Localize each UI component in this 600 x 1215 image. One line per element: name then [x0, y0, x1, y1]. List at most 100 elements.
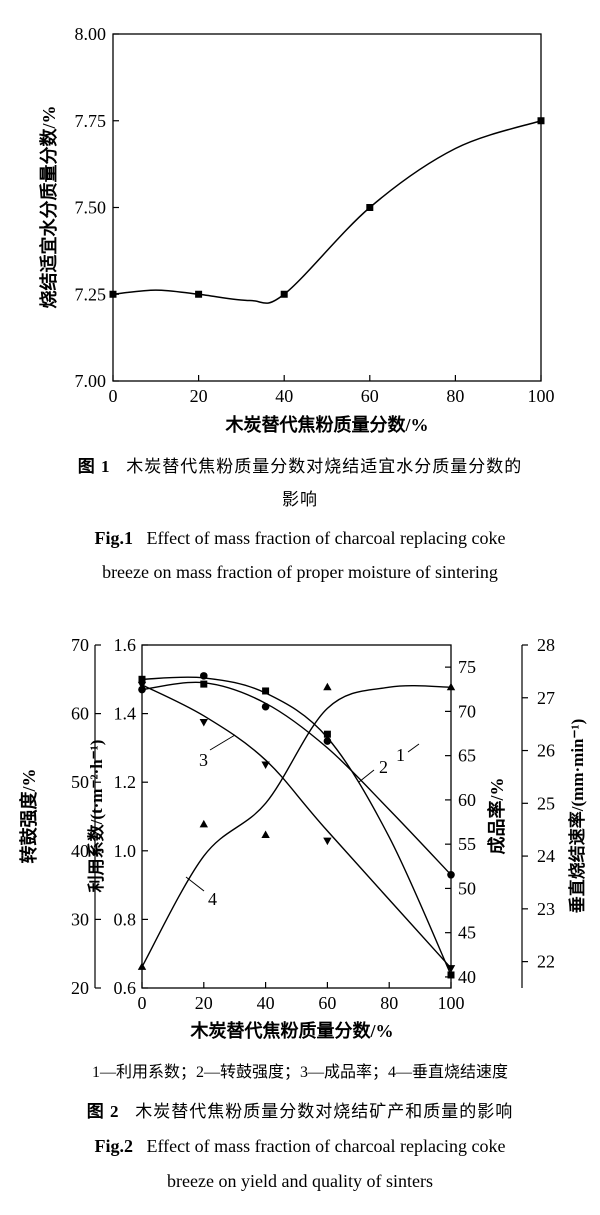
fig1-x-tick-label: 20: [190, 386, 208, 406]
fig2-caption-en-line1: Effect of mass fraction of charcoal repl…: [146, 1136, 506, 1156]
fig1-data-point: [537, 117, 545, 125]
figure-2-chart: 0 20 40 60 80 100 木炭替代焦粉质量分数/% 20 30 40 50 60 70 转鼓强度…: [18, 635, 587, 1041]
fig1-y-axis-label: 烧结适宜水分质量分数/%: [38, 106, 59, 309]
fig1-y-tick-label: 7.75: [75, 111, 107, 131]
fig2-axis-drum-tick-label: 40: [71, 841, 89, 861]
fig1-y-tick-label: 7.25: [75, 284, 107, 304]
fig2-axis-yield-tick-label: 75: [458, 657, 476, 677]
fig1-series-line: [112, 120, 542, 304]
fig2-x-tick-label: 20: [195, 993, 213, 1013]
fig2-caption-en-line2: breeze on yield and quality of sinters: [167, 1171, 433, 1191]
fig2-curve-label-leader: [209, 734, 236, 751]
fig2-series-4-point: [137, 962, 147, 970]
fig1-plot-frame: [112, 33, 542, 382]
fig2-curve-label: 3: [199, 750, 208, 770]
fig1-data-point: [280, 290, 288, 298]
fig2-curve-label-leader: [185, 876, 205, 892]
fig2-axis-drum-tick-label: 70: [71, 635, 89, 655]
fig1-x-tick-label: 40: [275, 386, 293, 406]
fig2-axis-util-label: 利用系数/(t·m⁻²·h⁻¹): [86, 740, 106, 893]
fig1-caption-zh: 图 1 木炭替代焦粉质量分数对烧结适宜水分质量分数的: [0, 452, 600, 477]
fig2-x-axis-label: 木炭替代焦粉质量分数/%: [190, 1020, 394, 1041]
fig2-x-tick-label: 40: [257, 993, 275, 1013]
fig2-axis-yield-tick-label: 55: [458, 834, 476, 854]
fig2-axis-util-tick-label: 0.8: [114, 909, 137, 929]
fig2-axis-speed-tick-label: 24: [537, 846, 555, 866]
fig2-curve-label: 4: [208, 889, 217, 909]
fig2-series-3-point: [199, 719, 208, 727]
fig1-data-point: [109, 290, 117, 298]
fig2-curve-label-leader: [358, 769, 375, 783]
fig2-series-2-point: [138, 675, 146, 683]
fig2-caption-zh-label: 图 2: [86, 1102, 120, 1121]
fig2-caption-en-label: Fig.2: [94, 1136, 134, 1156]
fig2-caption-zh: 图 2 木炭替代焦粉质量分数对烧结矿产和质量的影响: [0, 1097, 600, 1122]
fig2-series-3-point: [446, 965, 456, 973]
fig1-caption-zh-line1: 木炭替代焦粉质量分数对烧结适宜水分质量分数的: [126, 457, 523, 476]
fig2-axis-speed-tick-label: 23: [537, 899, 555, 919]
fig2-plot-frame: [141, 644, 452, 989]
fig2-curve-label: 2: [379, 757, 388, 777]
fig2-axis-yield-tick-label: 65: [458, 746, 476, 766]
fig2-axis-speed-tick-label: 25: [537, 793, 555, 813]
fig2-series-2-point: [200, 680, 208, 688]
fig2-axis-drum-tick-label: 30: [71, 909, 89, 929]
fig2-axis-speed-tick-label: 26: [537, 741, 555, 761]
figure-1-chart: 0 20 40 60 80 100 7.00 7.25 7.50 7.75 8.00 木炭替代焦粉质量…: [38, 24, 555, 435]
fig2-axis-speed-label: 垂直烧结速率/(mm·min⁻¹): [567, 719, 587, 913]
fig2-axis-yield-tick-label: 50: [458, 878, 476, 898]
fig2-axis-yield-tick-label: 70: [458, 701, 476, 721]
fig2-x-tick-label: 60: [318, 993, 336, 1013]
fig2-axis-util-tick-label: 1.6: [114, 635, 137, 655]
fig2-series-4-line: [141, 684, 452, 968]
fig1-data-point: [366, 204, 374, 211]
fig2-legend-text: 1—利用系数；2—转鼓强度；3—成品率；4—垂直烧结速度: [91, 1064, 508, 1081]
fig2-axis-yield-tick-label: 40: [458, 967, 476, 987]
fig2-caption-zh-text: 木炭替代焦粉质量分数对烧结矿产和质量的影响: [135, 1102, 514, 1121]
fig1-caption-zh-line2: 影响: [282, 490, 318, 509]
fig2-series-2-line: [141, 676, 452, 976]
fig2-axis-drum-tick-label: 50: [71, 772, 89, 792]
fig2-axis-util-tick-label: 1.0: [114, 841, 137, 861]
fig2-x-tick-label: 100: [438, 993, 465, 1013]
fig2-series-3-line: [141, 684, 452, 969]
fig2-series-3-point: [323, 837, 332, 846]
fig1-data-point: [195, 290, 203, 298]
fig2-series-4-point: [261, 830, 270, 838]
fig2-series-1-line: [141, 681, 452, 876]
fig2-x-tick-label: 80: [380, 993, 398, 1013]
fig2-axis-yield-tick-label: 60: [458, 790, 476, 810]
fig2-series-3-point: [137, 681, 147, 690]
fig2-series-4-point: [446, 682, 456, 691]
fig1-y-tick-label: 7.00: [75, 371, 107, 391]
fig2-series-1-point: [261, 702, 270, 711]
fig2-axis-drum-label: 转鼓强度/%: [18, 768, 39, 863]
fig2-axis-util-tick-label: 1.2: [114, 772, 137, 792]
fig2-axis-speed-tick-label: 28: [537, 635, 555, 655]
fig1-y-tick-label: 7.50: [75, 198, 107, 218]
fig1-x-tick-label: 80: [446, 386, 464, 406]
fig1-x-tick-label: 60: [361, 386, 379, 406]
fig2-axis-speed-tick-label: 22: [537, 952, 555, 972]
fig2-axis-yield-tick-label: 45: [458, 923, 476, 943]
fig2-axis-yield-label: 成品率/%: [486, 777, 507, 854]
fig2-series-1-point: [447, 871, 455, 879]
fig2-axis-speed-tick-label: 27: [537, 688, 555, 708]
fig2-series-2-point: [323, 730, 331, 738]
fig2-curve-label: 1: [396, 745, 405, 765]
fig1-caption-en-line1: Effect of mass fraction of charcoal repl…: [146, 528, 506, 548]
fig2-axis-drum-tick-label: 20: [71, 978, 89, 998]
fig1-x-tick-label: 100: [528, 386, 555, 406]
fig2-caption-en: Fig.2 Effect of mass fraction of charcoa…: [0, 1136, 600, 1157]
fig1-y-tick-label: 8.00: [75, 24, 107, 44]
fig2-x-tick-label: 0: [138, 993, 147, 1013]
fig2-series-1-point: [138, 685, 146, 694]
fig2-series-4-point: [199, 819, 208, 828]
fig1-x-tick-label: 0: [109, 386, 118, 406]
fig2-series-4-point: [323, 682, 332, 691]
fig2-axis-util-tick-label: 0.6: [114, 978, 137, 998]
fig2-series-2-point: [262, 687, 270, 695]
fig2-curve-label-leader: [407, 743, 420, 753]
fig1-caption-en-line2: breeze on mass fraction of proper moistu…: [102, 562, 498, 582]
